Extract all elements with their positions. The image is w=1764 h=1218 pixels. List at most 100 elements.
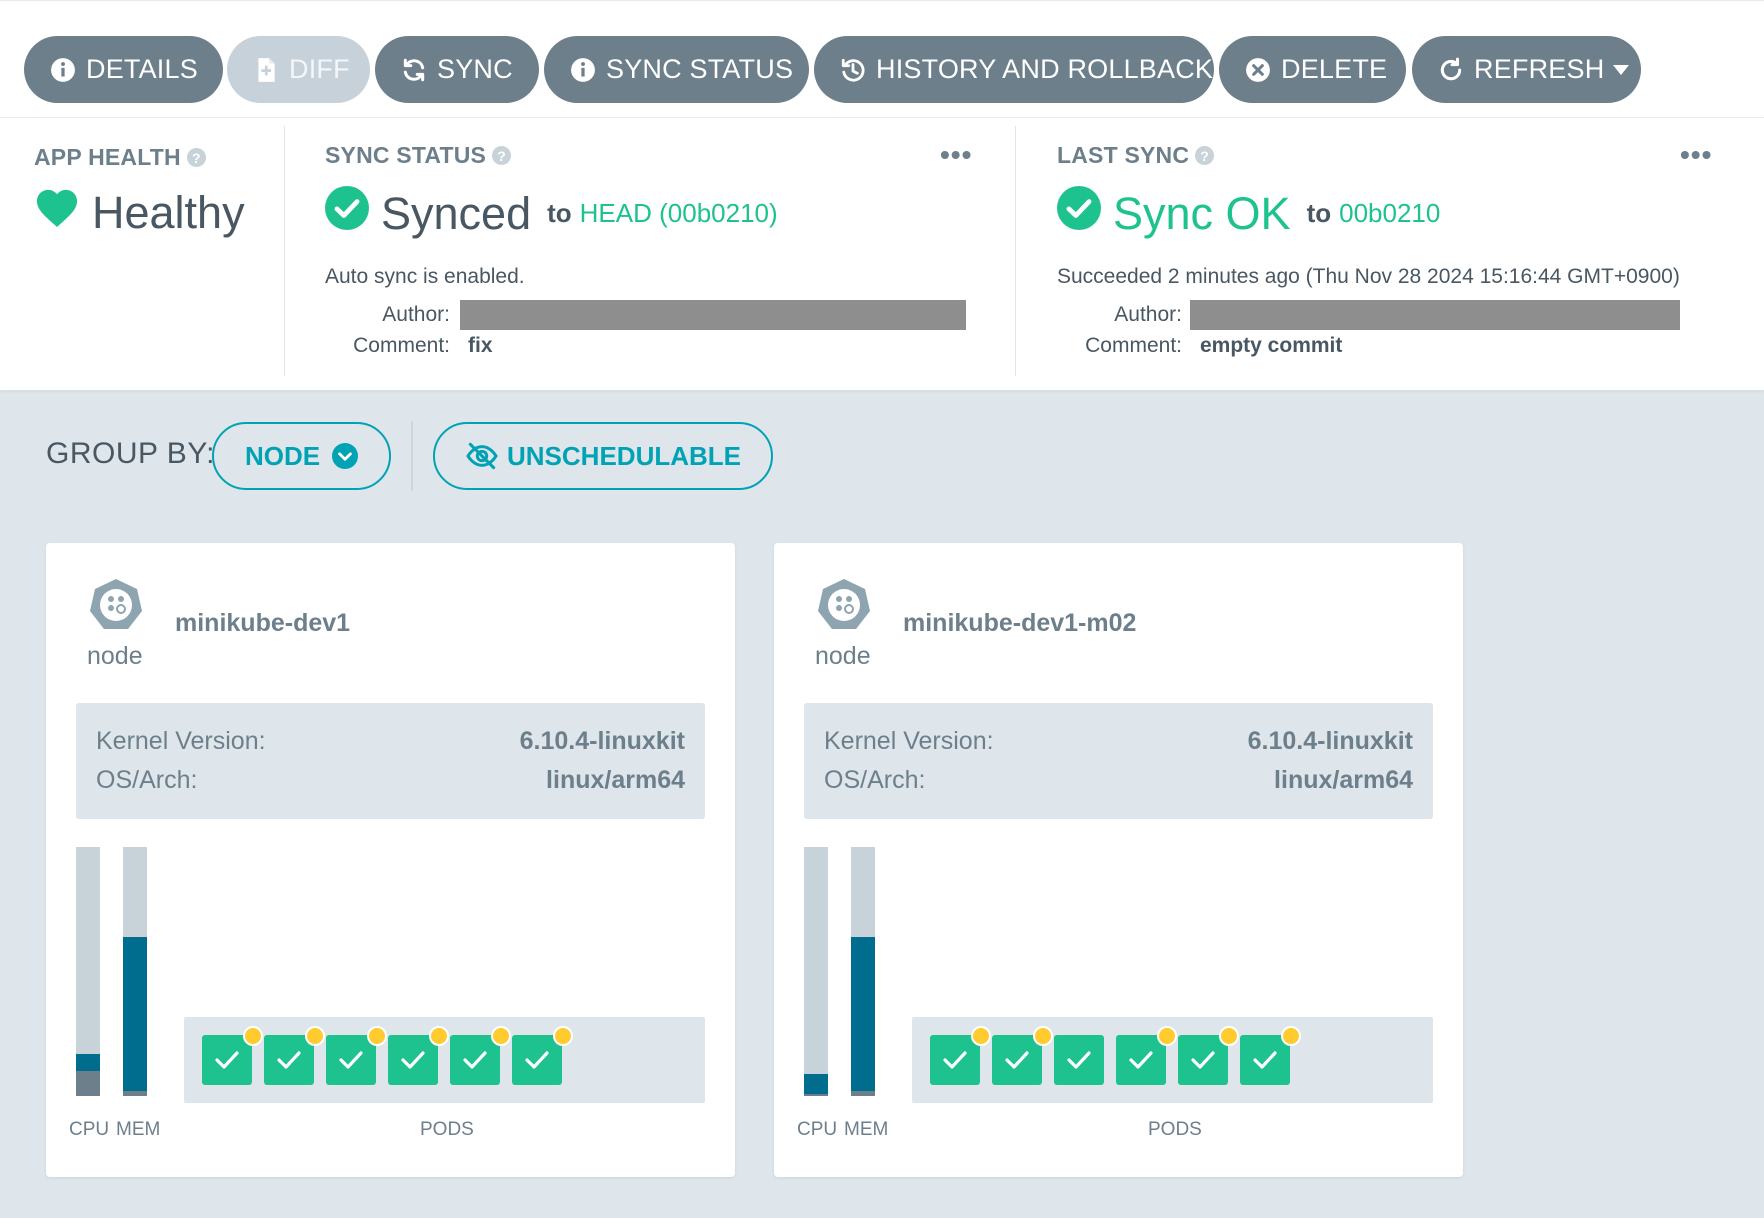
mem-bar-fill: [851, 936, 875, 1096]
kernel-row: Kernel Version: 6.10.4-linuxkit: [824, 727, 1413, 756]
pod-status[interactable]: [388, 1026, 449, 1085]
kernel-label: Kernel Version:: [96, 727, 266, 755]
refresh-button[interactable]: REFRESH: [1412, 36, 1641, 103]
divider: [1015, 126, 1016, 376]
kubernetes-node-icon: [88, 577, 144, 633]
author-redacted: [1190, 300, 1680, 330]
node-name[interactable]: minikube-dev1: [175, 609, 351, 637]
succeeded-text: Succeeded 2 minutes ago (Thu Nov 28 2024…: [1057, 265, 1680, 288]
pod-status[interactable]: [202, 1026, 263, 1085]
comment-value: empty commit: [1200, 334, 1343, 357]
pod-status[interactable]: [1240, 1026, 1301, 1085]
node-kind-label: node: [815, 642, 871, 670]
app-toolbar: DETAILS DIFF SYNC SYNC STATUS HISTORY AN…: [0, 0, 1764, 118]
delete-label: DELETE: [1281, 54, 1388, 84]
pod-status[interactable]: [1116, 1026, 1177, 1085]
node-kind-label: node: [87, 642, 143, 670]
warning-dot: [1281, 1026, 1301, 1046]
sync-status-title-text: SYNC STATUS: [325, 142, 487, 168]
sync-status-value: Synced to HEAD (00b0210): [325, 186, 778, 241]
last-author-row: Author:: [1076, 300, 1686, 330]
sync-author-row: Author:: [340, 300, 966, 330]
auto-sync-text: Auto sync is enabled.: [325, 265, 525, 288]
help-icon[interactable]: ?: [186, 148, 206, 167]
check-circle-icon: [325, 186, 369, 241]
caret-down-icon[interactable]: [1612, 64, 1630, 76]
node-dropdown-label: NODE: [244, 440, 321, 471]
revision-link[interactable]: 00b0210: [1339, 198, 1441, 228]
pods-container: [912, 1017, 1433, 1103]
author-redacted: [460, 300, 966, 330]
eye-slash-icon: [465, 442, 499, 470]
file-diff-icon: [251, 55, 281, 85]
node-info-panel: Kernel Version: 6.10.4-linuxkit OS/Arch:…: [76, 703, 705, 819]
pod-status[interactable]: [450, 1026, 511, 1085]
os-label: OS/Arch:: [824, 766, 926, 794]
chevron-down-circle-icon: [332, 443, 359, 469]
kernel-label: Kernel Version:: [824, 727, 994, 755]
app-health-value: Healthy: [34, 186, 245, 239]
unschedulable-label: UNSCHEDULABLE: [507, 440, 741, 471]
sync-target: to HEAD (00b0210): [547, 198, 778, 229]
group-by-label: GROUP BY:: [46, 437, 216, 470]
help-icon[interactable]: ?: [1195, 146, 1215, 165]
sync-comment-row: Comment: fix: [340, 334, 493, 358]
mem-bar[interactable]: [851, 847, 875, 1096]
more-options-icon[interactable]: •••: [1680, 139, 1713, 170]
close-circle-icon: [1243, 55, 1273, 85]
more-options-icon[interactable]: •••: [940, 139, 973, 170]
cpu-bar[interactable]: [804, 847, 828, 1096]
pod-status[interactable]: [930, 1026, 991, 1085]
comment-label: Comment:: [353, 334, 450, 357]
kernel-value: 6.10.4-linuxkit: [1247, 727, 1413, 755]
sync-icon: [399, 55, 429, 85]
cpu-bar-requests: [76, 1071, 100, 1096]
os-label: OS/Arch:: [96, 766, 198, 794]
pod-status[interactable]: [264, 1026, 325, 1085]
help-icon[interactable]: ?: [492, 146, 512, 165]
pod-status[interactable]: [1054, 1035, 1104, 1085]
os-row: OS/Arch: linux/arm64: [824, 766, 1413, 795]
warning-dot: [305, 1026, 325, 1046]
os-value: linux/arm64: [546, 766, 685, 794]
sync-button[interactable]: SYNC: [375, 36, 539, 103]
pods-container: [184, 1017, 705, 1103]
sync-status-label: SYNC STATUS: [606, 54, 794, 84]
sync-status-button[interactable]: SYNC STATUS: [544, 36, 809, 103]
details-button[interactable]: DETAILS: [24, 36, 223, 103]
cpu-label: CPU: [797, 1119, 838, 1140]
refresh-label: REFRESH: [1474, 54, 1605, 84]
node-card[interactable]: node minikube-dev1-m02 Kernel Version: 6…: [774, 543, 1463, 1177]
mem-bar-requests: [851, 1091, 875, 1096]
pod-status[interactable]: [512, 1026, 573, 1085]
history-label: HISTORY AND ROLLBACK: [876, 54, 1214, 84]
os-value: linux/arm64: [1274, 766, 1413, 794]
warning-dot: [1157, 1026, 1177, 1046]
node-name[interactable]: minikube-dev1-m02: [903, 609, 1137, 637]
sync-ok-text: Sync OK: [1113, 187, 1291, 239]
pod-status[interactable]: [326, 1026, 387, 1085]
sync-status-title: SYNC STATUS ?: [325, 142, 512, 169]
history-rollback-button[interactable]: HISTORY AND ROLLBACK: [814, 36, 1214, 103]
mem-bar-requests: [123, 1091, 147, 1096]
heart-icon: [34, 186, 80, 239]
warning-dot: [1033, 1026, 1053, 1046]
last-sync-value: Sync OK to 00b0210: [1057, 186, 1440, 241]
unschedulable-toggle[interactable]: UNSCHEDULABLE: [433, 422, 773, 490]
last-sync-title: LAST SYNC ?: [1057, 142, 1215, 169]
delete-button[interactable]: DELETE: [1219, 36, 1406, 103]
app-health-title: APP HEALTH ?: [34, 144, 206, 171]
group-by-node-dropdown[interactable]: NODE: [212, 422, 391, 490]
pod-status[interactable]: [992, 1026, 1053, 1085]
mem-bar[interactable]: [123, 847, 147, 1096]
comment-value: fix: [468, 334, 493, 357]
warning-dot: [429, 1026, 449, 1046]
warning-dot: [491, 1026, 511, 1046]
pod-status[interactable]: [1178, 1026, 1239, 1085]
status-panel: APP HEALTH ? Healthy SYNC STATUS ? ••• S…: [0, 118, 1764, 391]
node-card[interactable]: node minikube-dev1 Kernel Version: 6.10.…: [46, 543, 735, 1177]
revision-link[interactable]: HEAD (00b0210): [579, 198, 778, 228]
diff-button[interactable]: DIFF: [227, 36, 370, 103]
cpu-bar[interactable]: [76, 847, 100, 1096]
kubernetes-node-icon: [816, 577, 872, 633]
